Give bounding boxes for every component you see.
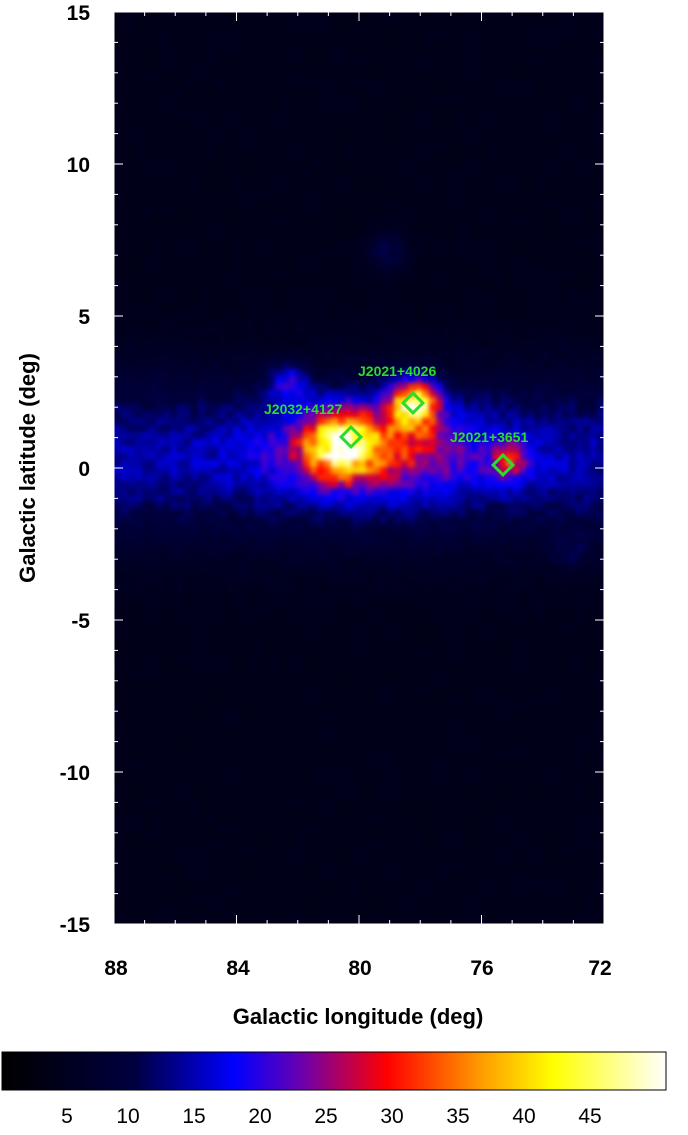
y-tick-label: 10: [67, 154, 90, 177]
x-axis: 88 84 80 76 72 Galactic longitude (deg): [104, 957, 611, 1029]
source-label: J2032+4127: [264, 401, 342, 417]
y-axis: 15 10 5 0 -5 -10 -15 Galactic latitude (…: [15, 2, 90, 937]
colorbar-tick-label: 35: [446, 1105, 469, 1128]
x-tick-label: 80: [348, 957, 371, 980]
y-tick-label: -10: [60, 762, 90, 785]
y-axis-title: Galactic latitude (deg): [15, 353, 40, 583]
source-label: J2021+4026: [358, 363, 436, 379]
colorbar-tick-label: 10: [116, 1105, 139, 1128]
colorbar-gradient: [1, 1051, 667, 1091]
colorbar-tick-label: 20: [248, 1105, 271, 1128]
y-tick-label: 15: [67, 2, 91, 25]
x-tick-label: 72: [588, 957, 611, 980]
colorbar-tick-label: 40: [512, 1105, 535, 1128]
x-tick-label: 76: [470, 957, 493, 980]
colorbar-tick-label: 45: [578, 1105, 601, 1128]
colorbar: 5 10 15 20 25 30 35 40 45: [1, 1051, 667, 1128]
colorbar-tick-label: 5: [61, 1105, 73, 1128]
axis-ticks: [113, 11, 605, 925]
source-label: J2021+3651: [450, 429, 528, 445]
x-tick-label: 84: [226, 957, 250, 980]
source-marker: [490, 452, 516, 478]
source-marker: [338, 424, 364, 450]
colorbar-tick-label: 15: [182, 1105, 205, 1128]
source-markers: J2021+4026 J2032+4127 J2021+3651: [264, 363, 528, 478]
x-tick-label: 88: [104, 957, 128, 980]
colorbar-tick-label: 30: [380, 1105, 403, 1128]
y-tick-label: -15: [60, 914, 91, 937]
y-tick-label: 0: [78, 458, 90, 481]
y-tick-label: -5: [71, 610, 90, 633]
colorbar-tick-label: 25: [314, 1105, 337, 1128]
y-tick-label: 5: [78, 306, 90, 329]
source-marker: [400, 390, 426, 416]
x-axis-title: Galactic longitude (deg): [233, 1004, 484, 1029]
